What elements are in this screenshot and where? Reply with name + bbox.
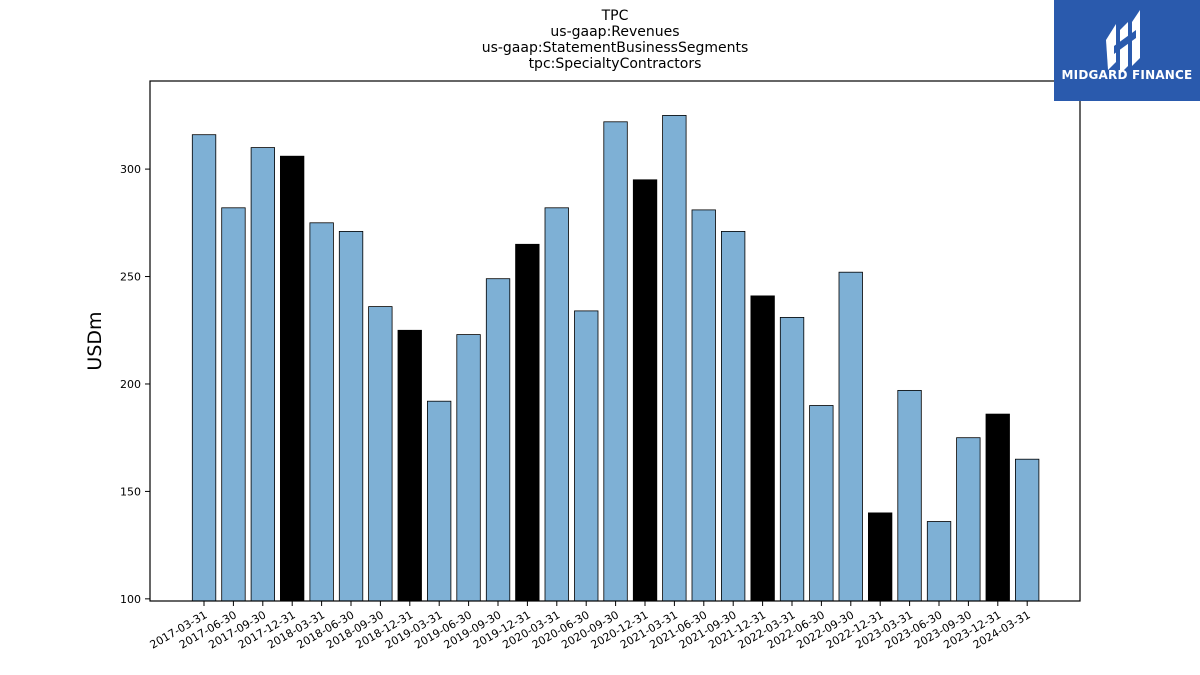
chart-title-line: tpc:SpecialtyContractors: [529, 56, 702, 72]
bar-2023-03-31: [897, 389, 922, 602]
bar-2022-12-31: [868, 512, 893, 602]
chart-title-line: us-gaap:Revenues: [550, 24, 679, 40]
bar-2017-12-31: [279, 155, 305, 602]
plot-frame: [149, 80, 1081, 602]
bar-2021-03-31: [662, 115, 687, 602]
bar-2020-09-30: [603, 121, 628, 602]
bar-2019-09-30: [485, 278, 511, 602]
y-axis: 100 150 200 250 300: [120, 163, 150, 606]
bar-2018-09-30: [368, 306, 393, 602]
bar-2023-09-30: [956, 437, 981, 602]
bar-2017-06-30: [221, 207, 246, 602]
bar-2024-03-31: [1015, 458, 1040, 602]
y-tick-label: 200: [120, 378, 141, 391]
bar-2017-03-31: [191, 134, 217, 602]
bar-2022-06-30: [809, 405, 834, 602]
bar-2020-03-31: [544, 207, 569, 602]
bar-2019-06-30: [456, 334, 481, 602]
chart-title-line: us-gaap:StatementBusinessSegments: [482, 40, 749, 56]
y-tick-label: 250: [120, 271, 141, 284]
bar-2018-12-31: [397, 329, 422, 602]
bar-2021-12-31: [750, 295, 775, 602]
bar-2020-12-31: [632, 179, 658, 602]
bar-2023-06-30: [926, 521, 952, 602]
logo-mark-icon: [1106, 10, 1140, 74]
bar-2022-03-31: [779, 316, 805, 602]
chart-title-line: TPC: [601, 8, 629, 24]
bar-2022-09-30: [838, 271, 863, 602]
bar-2023-12-31: [985, 413, 1010, 602]
bars: [191, 115, 1040, 602]
bar-2017-09-30: [250, 147, 276, 602]
bar-2019-03-31: [426, 400, 452, 602]
y-tick-label: 100: [120, 593, 141, 606]
bar-2019-12-31: [515, 243, 540, 602]
y-tick-label: 300: [120, 163, 141, 176]
y-axis-label: USDm: [84, 311, 106, 370]
bar-2021-06-30: [691, 209, 716, 602]
bar-2018-06-30: [338, 230, 364, 602]
bar-2021-09-30: [721, 230, 746, 602]
bar-2018-03-31: [309, 222, 334, 602]
bar-2020-06-30: [574, 310, 599, 602]
logo-text: MIDGARD FINANCE: [1061, 68, 1193, 82]
chart-title: TPCus-gaap:Revenuesus-gaap:StatementBusi…: [482, 8, 749, 72]
y-tick-label: 150: [120, 485, 141, 498]
x-axis: 2017-03-312017-06-302017-09-302017-12-31…: [148, 601, 1033, 652]
midgard-finance-logo: MIDGARD FINANCE: [1054, 0, 1200, 101]
